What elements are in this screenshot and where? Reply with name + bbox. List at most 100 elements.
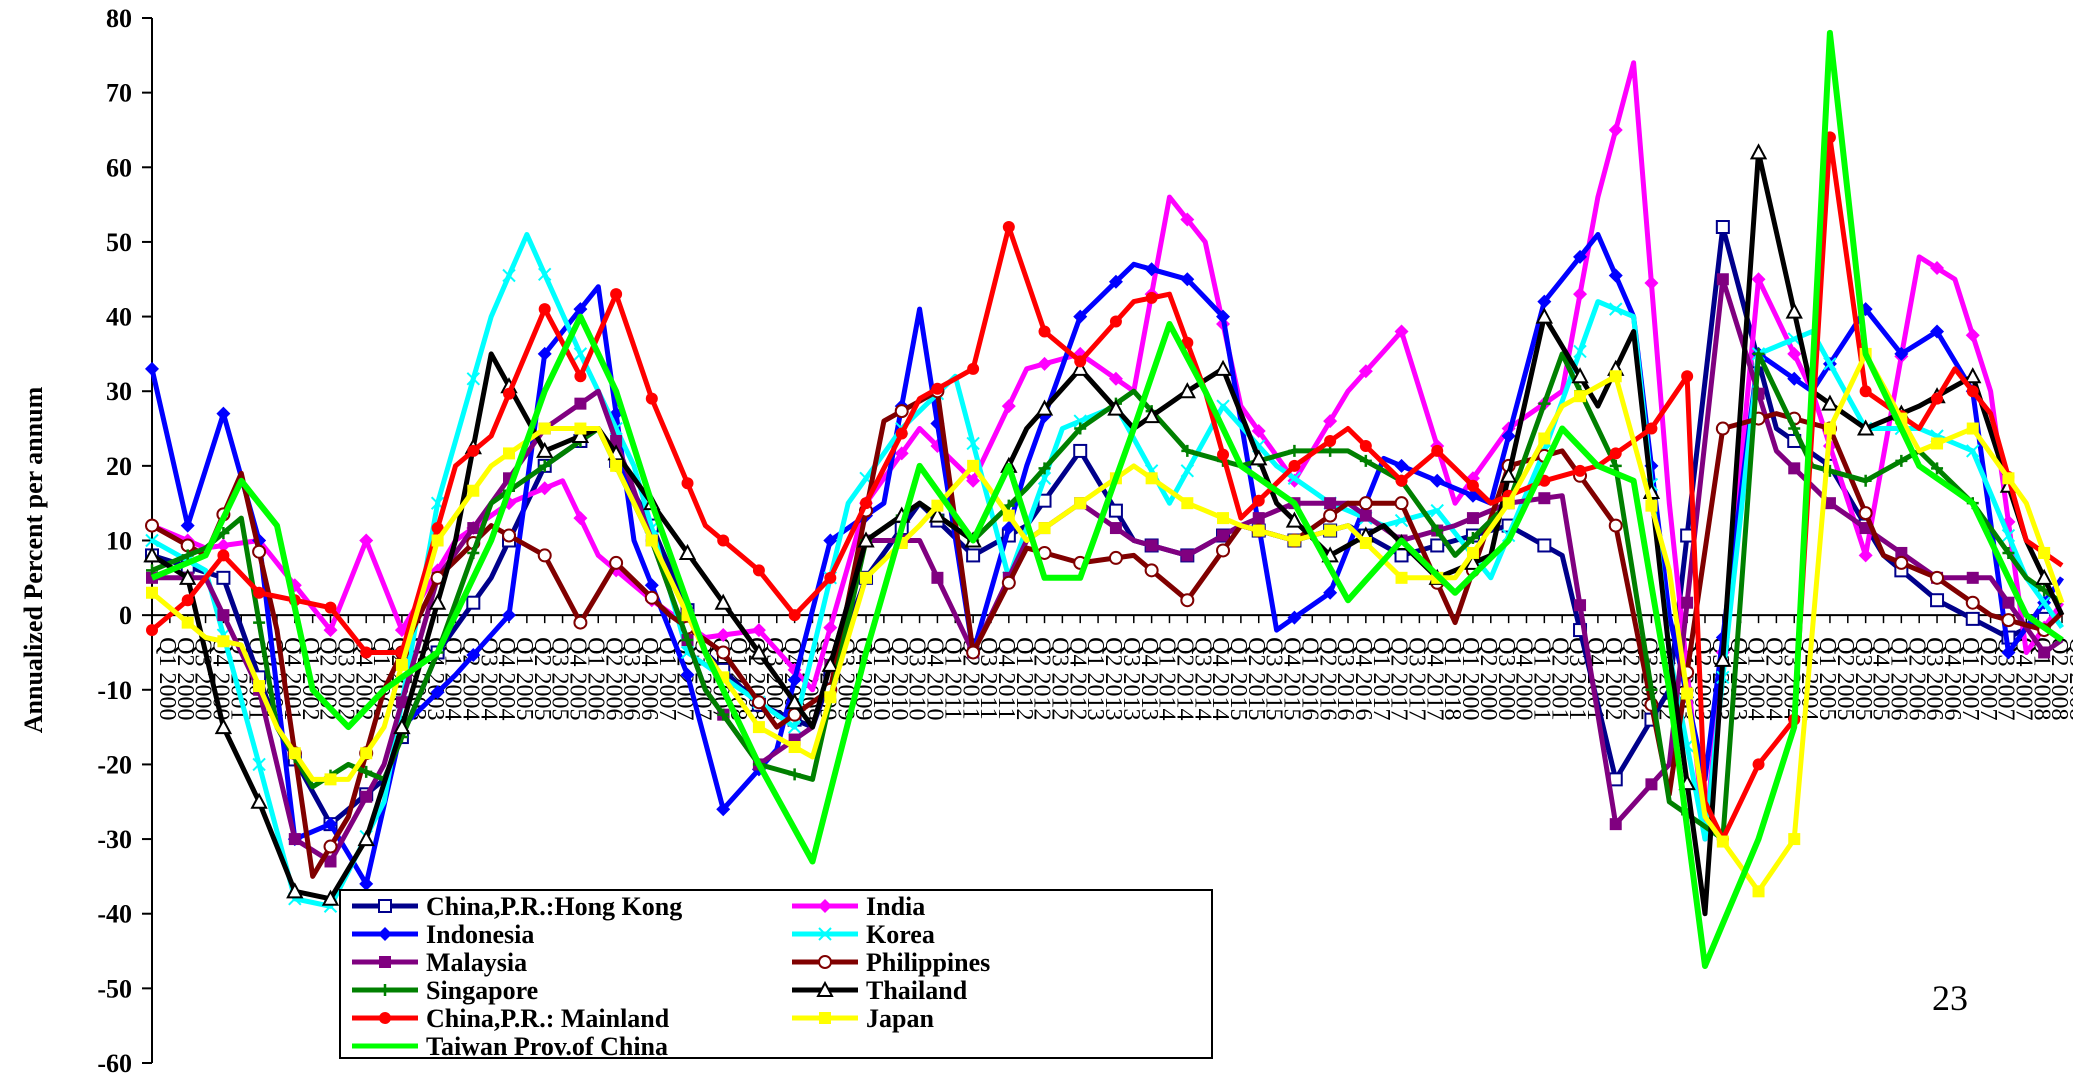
data-point	[1823, 422, 1836, 435]
data-point	[1716, 835, 1729, 848]
data-point	[1181, 549, 1194, 562]
data-point	[678, 543, 697, 560]
data-point	[324, 773, 337, 786]
x-tick-label: Q1 2001	[1528, 637, 1554, 720]
data-point	[324, 855, 337, 868]
x-tick-label: Q3 2012	[1047, 637, 1073, 720]
data-point	[1644, 275, 1659, 290]
x-tick-label: Q1 2011	[939, 637, 965, 719]
y-axis-title: Annualized Percent per annum	[19, 386, 48, 733]
y-tick-label: 0	[119, 601, 132, 630]
data-point	[216, 538, 231, 553]
data-point	[1787, 346, 1802, 361]
data-point	[288, 747, 301, 760]
x-tick-label: Q3 2014	[1189, 637, 1215, 720]
data-point	[145, 533, 159, 548]
data-point	[1394, 324, 1409, 339]
x-tick-label: Q1 2015	[1225, 637, 1251, 720]
data-point	[360, 646, 373, 659]
x-tick-label: Q1 2014	[1154, 637, 1180, 720]
data-point	[1716, 273, 1729, 286]
data-point	[214, 717, 233, 735]
data-point	[680, 667, 695, 682]
data-point	[1394, 496, 1409, 511]
x-tick-label: Q2 2015	[1243, 637, 1269, 720]
data-point	[1107, 399, 1125, 416]
data-point	[1466, 546, 1479, 559]
data-point	[1323, 508, 1338, 523]
data-point	[788, 741, 801, 754]
legend: China,P.R.:Hong Kong India Indonesia Korea M…	[339, 889, 1213, 1061]
data-point	[323, 839, 338, 854]
data-point	[1359, 439, 1372, 452]
data-point	[250, 792, 268, 809]
data-point	[323, 623, 338, 638]
data-point	[216, 570, 231, 585]
x-tick-label: Q1 2007	[1957, 637, 1983, 720]
data-point	[1749, 143, 1768, 160]
data-point	[1538, 432, 1551, 445]
data-point	[571, 426, 590, 443]
legend-box	[339, 889, 1213, 1059]
legend-label: Malaysia	[426, 948, 527, 977]
data-point	[253, 680, 266, 693]
data-point	[750, 643, 768, 660]
data-point	[1681, 596, 1694, 609]
data-point	[146, 564, 158, 577]
data-point	[143, 546, 161, 563]
data-point	[502, 268, 516, 283]
data-point	[1180, 593, 1195, 608]
legend-marker	[379, 984, 391, 996]
data-point	[1645, 683, 1658, 696]
legend-marker	[818, 927, 832, 941]
data-point	[1823, 357, 1837, 371]
data-point	[857, 531, 875, 548]
data-point	[788, 768, 801, 781]
data-point	[2035, 568, 2053, 585]
data-point	[252, 757, 266, 772]
data-point	[1394, 458, 1409, 473]
data-point	[894, 446, 909, 461]
data-point	[1288, 444, 1301, 457]
data-point	[1430, 473, 1445, 488]
data-point	[573, 302, 588, 317]
data-point	[1178, 382, 1197, 399]
data-point	[1858, 548, 1873, 563]
x-tick-label: Q3 2006	[618, 637, 644, 720]
data-point	[1966, 422, 1979, 435]
legend-label: China,P.R.:Hong Kong	[426, 892, 682, 921]
x-tick-label: Q3 2016	[1332, 637, 1358, 720]
legend-marker	[379, 956, 391, 968]
data-point	[180, 518, 195, 533]
data-point	[1609, 459, 1622, 472]
legend-marker	[379, 1012, 391, 1024]
data-point	[503, 447, 516, 460]
data-point	[788, 609, 801, 622]
data-point	[1109, 522, 1122, 535]
x-tick-label: Q2 2000	[172, 637, 198, 720]
data-point	[1181, 497, 1194, 510]
series-10	[150, 29, 2064, 969]
data-point	[1287, 610, 1302, 625]
data-point	[181, 549, 194, 562]
x-tick-label: Q1 2016	[1296, 637, 1322, 720]
data-point	[217, 635, 230, 648]
data-point	[1002, 221, 1015, 233]
data-point	[537, 548, 552, 563]
data-point	[716, 802, 731, 817]
data-point	[466, 372, 481, 386]
x-tick-label: Q3 2017	[1404, 637, 1430, 720]
data-point	[1787, 371, 1802, 386]
y-tick-label: 30	[106, 377, 132, 406]
x-tick-label: Q1 2005	[1814, 637, 1840, 720]
data-point	[1752, 885, 1765, 898]
data-point	[716, 645, 731, 660]
data-point	[538, 422, 551, 435]
data-point	[1859, 474, 1872, 487]
data-point	[1859, 385, 1872, 398]
data-point	[1965, 595, 1980, 610]
data-point	[823, 533, 838, 548]
x-tick-label: Q1 2013	[1082, 637, 1108, 720]
data-point	[359, 876, 374, 891]
